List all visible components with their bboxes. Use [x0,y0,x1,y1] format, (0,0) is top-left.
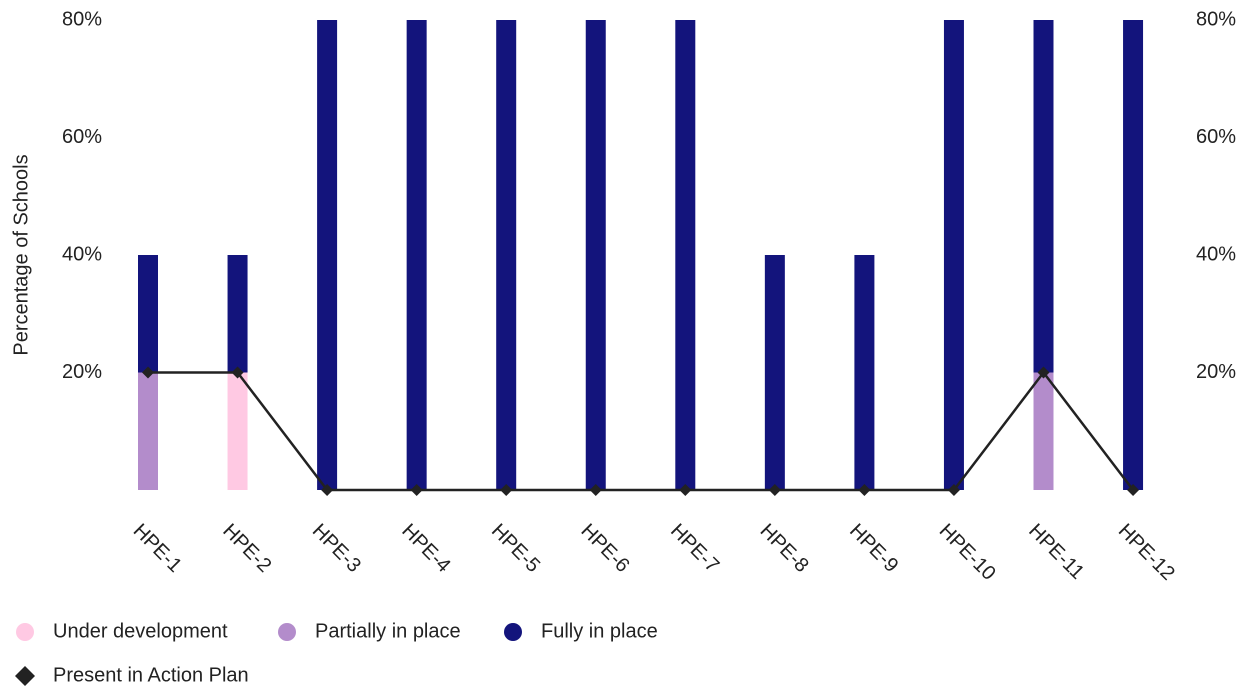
y-tick-label: 60% [62,126,102,148]
line-marker [679,484,692,496]
legend-label: Under development [53,620,228,642]
x-tick-label: HPE-11 [1024,520,1088,584]
legend-marker [504,623,522,641]
y2-tick-label: 40% [1196,243,1236,265]
x-tick-label: HPE-6 [576,520,633,577]
line-marker [231,366,244,379]
x-tick-label: HPE-10 [935,520,1000,585]
x-tick-label: HPE-12 [1114,520,1179,585]
line-marker [410,484,423,496]
x-tick-label: HPE-8 [756,520,813,577]
bar-segment [138,255,158,373]
y2-tick-label: 60% [1196,126,1236,148]
bar-segment [138,372,158,490]
bar-segment [675,20,696,490]
line-marker [589,484,602,496]
x-tick-label: HPE-4 [397,520,454,577]
bar-segment [764,255,785,490]
line-marker [858,484,871,496]
bar-segment [227,255,248,373]
bar-segment [496,20,517,490]
y-tick-label: 80% [62,8,102,30]
bar-segment [1123,20,1144,490]
y-tick-label: 20% [62,361,102,383]
bar-segment [317,20,338,490]
legend-marker [16,623,34,641]
x-tick-label: HPE-5 [487,520,544,577]
legend-label: Present in Action Plan [53,664,249,686]
x-tick-label: HPE-2 [218,520,275,577]
bar-segment [1033,20,1054,373]
bar-segment [1033,372,1054,490]
line-marker [142,366,154,379]
line-marker [1037,366,1050,379]
legend-marker [15,666,35,686]
y2-tick-label: 20% [1196,361,1236,383]
x-tick-label: HPE-9 [845,520,902,577]
bar-segment [406,20,427,490]
line-series [148,370,1135,492]
bar-segment [854,255,875,490]
x-tick-label: HPE-3 [308,520,365,577]
x-tick-label: HPE-7 [666,520,723,577]
legend-label: Partially in place [315,620,461,642]
x-tick-label: HPE-1 [129,520,186,577]
line-marker [321,484,334,496]
bar-segment [227,372,248,490]
legend-marker [278,623,296,641]
y-axis-label: Percentage of Schools [10,154,32,355]
line-marker [947,484,960,496]
y-tick-label: 40% [62,243,102,265]
bar-segment [943,20,964,490]
line-marker [500,484,513,496]
line-marker [768,484,781,496]
bar-segment [585,20,606,490]
y2-tick-label: 80% [1196,8,1236,30]
legend-label: Fully in place [541,620,658,642]
line-marker [1127,484,1140,496]
